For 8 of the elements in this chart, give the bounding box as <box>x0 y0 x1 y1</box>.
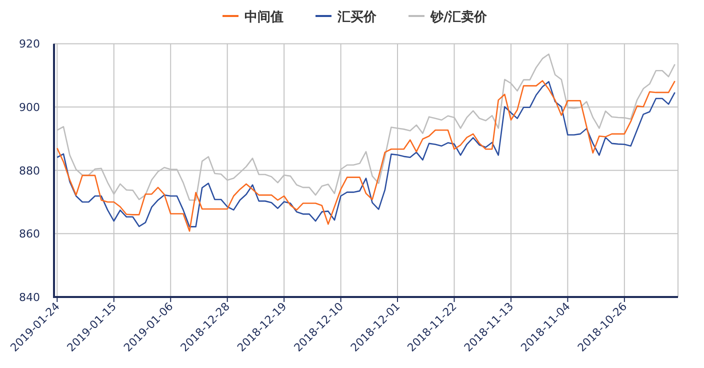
y-tick-label: 880 <box>19 164 40 178</box>
legend-label: 汇买价 <box>336 10 378 25</box>
legend-label: 中间值 <box>244 10 284 25</box>
y-tick-label: 900 <box>19 101 40 114</box>
y-tick-label: 840 <box>19 291 40 304</box>
legend-label: 钞/汇卖价 <box>430 10 488 25</box>
y-tick-label: 920 <box>19 38 40 51</box>
y-tick-label: 860 <box>19 228 40 241</box>
